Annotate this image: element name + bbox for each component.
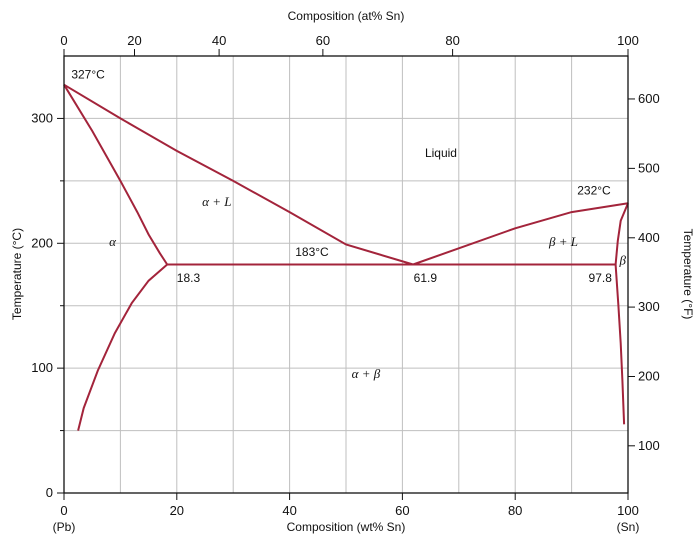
x-end-label-left: (Pb) bbox=[53, 520, 76, 534]
phase-boundary-line bbox=[63, 84, 169, 266]
y-tick-label-right: 600 bbox=[638, 91, 660, 106]
y-tick-label-right: 200 bbox=[638, 369, 660, 384]
x-tick-label-bottom: 20 bbox=[170, 503, 184, 518]
x-tick-label-top: 100 bbox=[617, 33, 639, 48]
phase-boundary-line bbox=[614, 264, 626, 425]
phase-boundary-line bbox=[614, 202, 629, 265]
x-end-label-right: (Sn) bbox=[617, 520, 640, 534]
grid bbox=[64, 56, 628, 493]
annotation-label: 232°C bbox=[577, 184, 611, 198]
x-tick-label-top: 20 bbox=[127, 33, 141, 48]
x-tick-label-bottom: 40 bbox=[282, 503, 296, 518]
x-axis-title-top: Composition (at% Sn) bbox=[288, 9, 405, 23]
phase-boundary-line bbox=[412, 202, 629, 266]
annotation-label: α + L bbox=[202, 194, 231, 209]
annotation-label: β + L bbox=[548, 234, 578, 249]
y-tick-label-right: 400 bbox=[638, 230, 660, 245]
x-tick-label-bottom: 60 bbox=[395, 503, 409, 518]
annotation-label: 327°C bbox=[71, 67, 105, 81]
y-tick-label-left: 300 bbox=[31, 110, 53, 125]
annotation-label: 18.3 bbox=[177, 271, 201, 285]
x-tick-label-bottom: 80 bbox=[508, 503, 522, 518]
phase-boundary-line bbox=[63, 83, 414, 266]
tick-labels: 0 20 40 60 80 100 0 20 40 60 80 100 0 100 200 300 100 200… bbox=[31, 33, 659, 518]
annotation-label: Liquid bbox=[425, 146, 457, 160]
annotations: 327°C 232°C 183°C 18.3 61.9 97.8 Liquid α + L α β… bbox=[71, 67, 626, 381]
phase-boundaries bbox=[63, 83, 629, 431]
x-tick-label-top: 80 bbox=[445, 33, 459, 48]
annotation-label: 61.9 bbox=[414, 271, 438, 285]
x-tick-label-bottom: 100 bbox=[617, 503, 639, 518]
x-tick-label-bottom: 0 bbox=[60, 503, 67, 518]
x-tick-label-top: 0 bbox=[60, 33, 67, 48]
annotation-label: 183°C bbox=[295, 245, 329, 259]
annotation-label: 97.8 bbox=[589, 271, 613, 285]
y-tick-label-right: 300 bbox=[638, 299, 660, 314]
y-tick-label-left: 0 bbox=[46, 485, 53, 500]
y-tick-label-right: 500 bbox=[638, 160, 660, 175]
axis-ticks bbox=[57, 49, 635, 500]
y-axis-title-left: Temperature (°C) bbox=[10, 228, 24, 320]
annotation-label: α + β bbox=[352, 366, 381, 381]
annotation-label: β bbox=[619, 253, 627, 268]
y-tick-label-left: 100 bbox=[31, 360, 53, 375]
y-axis-title-right: Temperature (°F) bbox=[681, 229, 695, 320]
phase-boundary-line bbox=[77, 263, 168, 431]
x-axis-title-bottom: Composition (wt% Sn) bbox=[287, 520, 406, 534]
annotation-label: α bbox=[109, 234, 117, 249]
plot-frame bbox=[63, 55, 629, 494]
x-tick-label-top: 40 bbox=[212, 33, 226, 48]
y-tick-label-right: 100 bbox=[638, 438, 660, 453]
x-tick-label-top: 60 bbox=[316, 33, 330, 48]
y-tick-label-left: 200 bbox=[31, 235, 53, 250]
